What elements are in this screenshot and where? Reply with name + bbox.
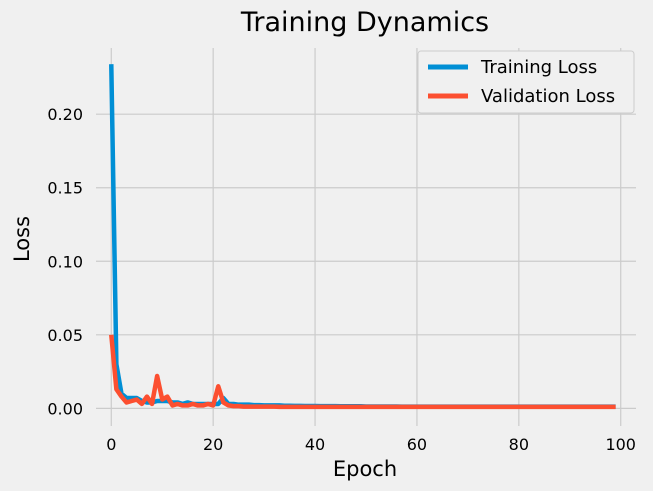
legend-label-validation-loss: Validation Loss	[481, 86, 615, 107]
grid	[96, 48, 636, 426]
x-tick-label: 40	[305, 435, 325, 454]
x-axis-ticks: 0 20 40 60 80 100	[106, 435, 636, 454]
chart-title: Training Dynamics	[240, 7, 489, 38]
legend-frame	[417, 50, 635, 114]
y-tick-label: 0.10	[47, 252, 83, 271]
series-line-validation-loss	[109, 334, 616, 410]
y-tick-label: 0.00	[47, 399, 83, 418]
x-tick-label: 100	[605, 435, 636, 454]
x-tick-label: 60	[407, 435, 427, 454]
x-axis-label: Epoch	[333, 457, 397, 481]
series-lines	[109, 64, 616, 410]
x-tick-label: 80	[509, 435, 529, 454]
y-tick-label: 0.05	[47, 326, 83, 345]
x-tick-label: 20	[203, 435, 223, 454]
x-tick-label: 0	[106, 435, 116, 454]
legend: Training Loss Validation Loss	[417, 50, 635, 114]
legend-label-training-loss: Training Loss	[480, 57, 597, 78]
y-axis-label: Loss	[10, 216, 34, 262]
y-tick-label: 0.20	[47, 105, 83, 124]
y-tick-label: 0.15	[47, 179, 83, 198]
y-axis-ticks: 0.00 0.05 0.10 0.15 0.20	[47, 105, 83, 418]
